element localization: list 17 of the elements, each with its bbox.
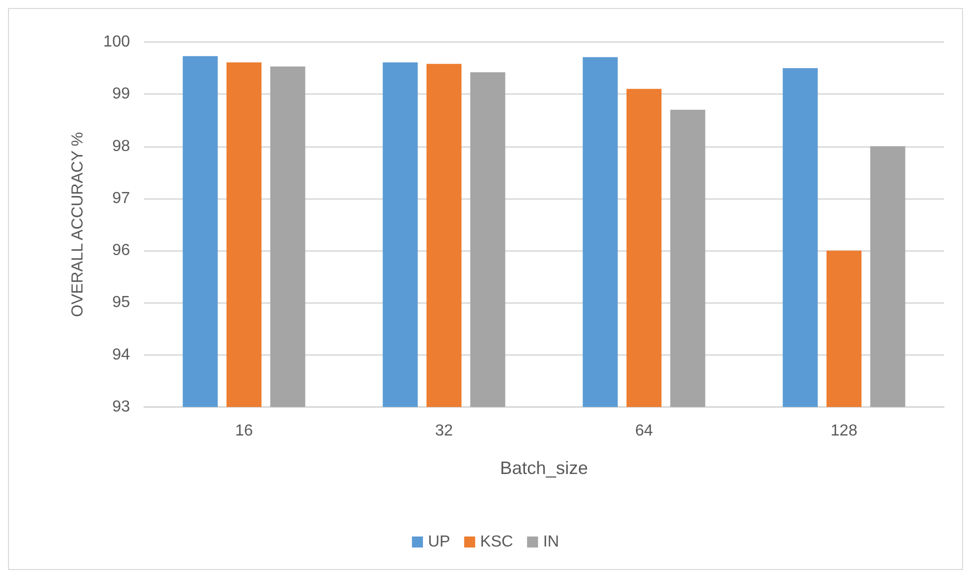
y-tick-label: 98: [112, 138, 130, 155]
y-tick-label: 94: [112, 346, 130, 364]
y-tick-label: 99: [112, 86, 130, 103]
legend-label: IN: [543, 534, 560, 550]
x-tick-label: 128: [830, 422, 858, 440]
y-tick-label: 93: [112, 398, 130, 416]
x-tick-label: 32: [435, 422, 453, 440]
legend-label: KSC: [480, 534, 514, 550]
legend-label: UP: [428, 534, 450, 550]
x-axis-title: Batch_size: [500, 458, 588, 478]
y-tick-label: 96: [112, 242, 130, 260]
x-tick-label: 16: [235, 422, 253, 440]
y-tick-label: 95: [112, 294, 130, 312]
y-tick-label: 97: [112, 190, 130, 207]
y-tick-label: 100: [103, 34, 130, 50]
y-axis-title: OVERALL ACCURACY %: [70, 132, 86, 317]
x-tick-label: 64: [635, 422, 653, 440]
